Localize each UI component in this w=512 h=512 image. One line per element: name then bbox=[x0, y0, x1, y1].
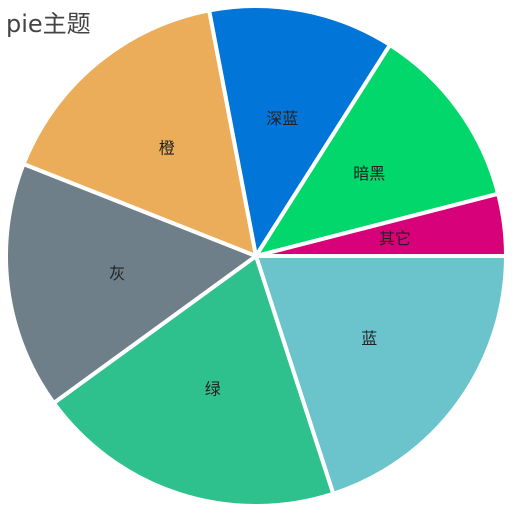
slice-label-5: 暗黑 bbox=[353, 164, 385, 183]
pie-slices bbox=[4, 4, 508, 508]
slice-label-0: 蓝 bbox=[361, 329, 377, 348]
slice-label-3: 橙 bbox=[159, 139, 175, 158]
pie-slice-6[interactable] bbox=[254, 191, 508, 258]
slice-label-6: 其它 bbox=[379, 229, 411, 248]
pie-slice-5[interactable] bbox=[254, 42, 501, 258]
pie-slice-2[interactable] bbox=[4, 161, 258, 405]
pie-slice-0[interactable] bbox=[254, 254, 508, 496]
chart-title: pie主题 bbox=[6, 10, 91, 38]
pie-slice-1[interactable] bbox=[51, 254, 336, 508]
slice-label-4: 深蓝 bbox=[266, 109, 298, 128]
pie-slice-3[interactable] bbox=[21, 8, 258, 258]
pie-slice-4[interactable] bbox=[207, 4, 392, 258]
slice-label-1: 绿 bbox=[205, 380, 221, 399]
slice-label-2: 灰 bbox=[109, 264, 125, 283]
